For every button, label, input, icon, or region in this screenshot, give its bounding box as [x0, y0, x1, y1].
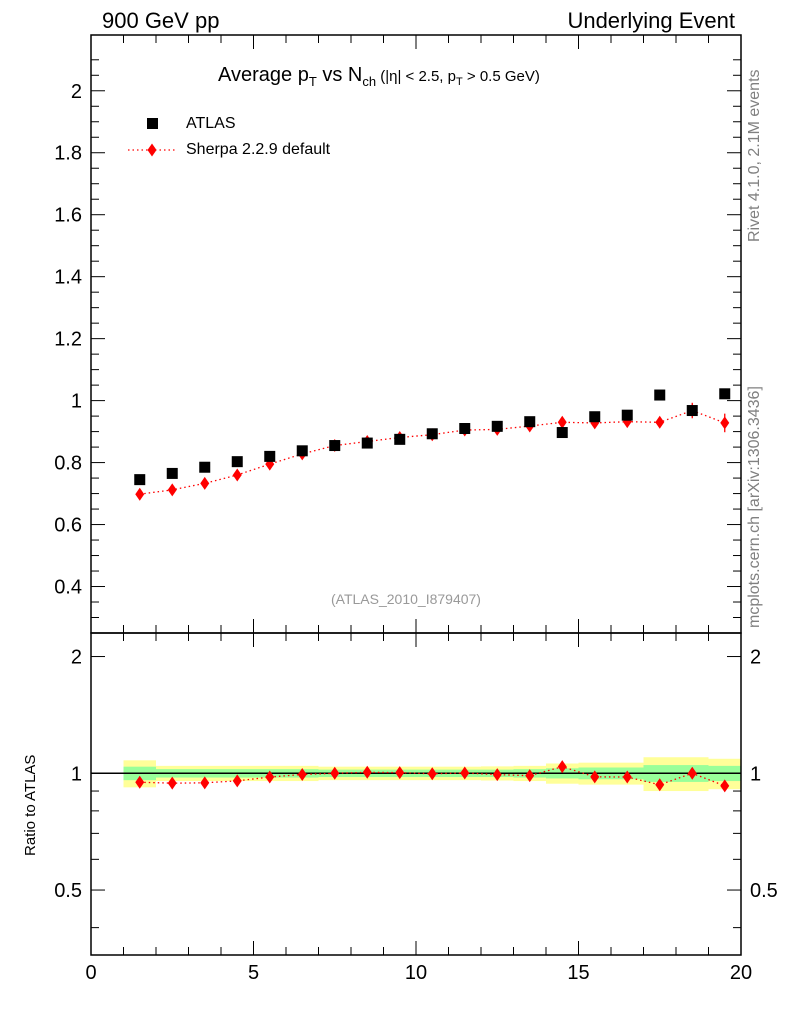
ratio-point	[525, 769, 535, 783]
ratio-point	[427, 767, 437, 781]
ratio-point	[135, 775, 145, 789]
sherpa-point	[167, 483, 177, 497]
atlas-point	[654, 389, 666, 401]
ratio-point	[622, 770, 632, 784]
ratio-point	[395, 766, 405, 780]
ratio-y-tick-label-left: 1	[71, 763, 82, 785]
reference-info: mcplots.cern.ch [arXiv:1306.3436]	[746, 386, 763, 628]
ratio-point	[167, 776, 177, 790]
legend-sherpa-marker	[147, 143, 157, 157]
main-y-tick-label: 2	[71, 81, 82, 103]
ratio-point	[557, 760, 567, 774]
main-y-tick-label: 1.4	[54, 267, 82, 289]
sherpa-point	[232, 468, 242, 482]
ratio-y-tick-label-right: 1	[750, 763, 761, 785]
x-tick-label: 0	[85, 962, 96, 984]
main-y-tick-label: 1	[71, 391, 82, 413]
header-right: Underlying Event	[567, 8, 735, 33]
sherpa-series-markers	[135, 402, 730, 501]
ratio-point	[655, 778, 665, 792]
atlas-point	[426, 428, 438, 440]
main-y-tick-label: 0.6	[54, 515, 82, 537]
title-cuts-b: > 0.5 GeV)	[462, 68, 540, 85]
title-cuts-a: (|η| < 2.5, p	[376, 68, 456, 85]
title-vs: vs N	[316, 64, 363, 86]
legend-sherpa-label: Sherpa 2.2.9 default	[186, 141, 331, 158]
ratio-y-axis-label: Ratio to ATLAS	[22, 754, 39, 856]
main-y-tick-label: 0.8	[54, 453, 82, 475]
ratio-y-axis-ticks	[91, 656, 741, 929]
atlas-point	[491, 420, 503, 432]
atlas-point	[296, 445, 308, 457]
ratio-point	[362, 765, 372, 779]
ratio-y-tick-label-left: 0.5	[54, 880, 82, 902]
atlas-series-markers	[134, 388, 731, 486]
atlas-point	[329, 440, 341, 452]
ratio-point	[200, 776, 210, 790]
atlas-point	[459, 423, 471, 435]
x-tick-label: 10	[405, 962, 427, 984]
ratio-y-tick-label-left: 2	[71, 647, 82, 669]
x-tick-label: 15	[567, 962, 589, 984]
ratio-point	[720, 779, 730, 793]
title-cuts-sub: T	[455, 76, 463, 88]
analysis-watermark: (ATLAS_2010_I879407)	[331, 591, 481, 607]
main-y-tick-label: 0.4	[54, 577, 82, 599]
main-y-tick-label: 1.8	[54, 143, 82, 165]
ratio-point	[590, 770, 600, 784]
atlas-point	[524, 416, 536, 428]
atlas-point	[589, 411, 601, 423]
sherpa-series-line	[139, 409, 725, 495]
main-y-axis-ticks	[91, 59, 741, 619]
plot-title: Average pT vs Nch (|η| < 2.5, pT > 0.5 G…	[218, 64, 540, 89]
atlas-point	[621, 409, 633, 421]
atlas-point	[166, 467, 178, 479]
atlas-point	[199, 461, 211, 473]
title-main: Average p	[218, 64, 309, 86]
ratio-y-tick-label-right: 0.5	[750, 880, 778, 902]
sherpa-point	[655, 415, 665, 429]
title-sub-ch: ch	[362, 74, 377, 89]
title-sub-t: T	[308, 74, 317, 89]
sherpa-point	[200, 476, 210, 490]
header-left: 900 GeV pp	[102, 8, 220, 33]
atlas-point	[231, 456, 243, 468]
legend-atlas-marker	[147, 118, 158, 129]
ratio-point	[265, 770, 275, 784]
main-y-tick-label: 1.6	[54, 205, 82, 227]
ratio-series-markers	[135, 760, 730, 793]
sherpa-point	[720, 416, 730, 430]
x-tick-label: 20	[730, 962, 752, 984]
atlas-point	[556, 427, 568, 439]
sherpa-point	[557, 415, 567, 429]
x-tick-label: 5	[248, 962, 259, 984]
atlas-point	[719, 388, 731, 400]
atlas-point	[361, 437, 373, 449]
main-y-tick-label: 1.2	[54, 329, 82, 351]
ratio-point	[492, 768, 502, 782]
ratio-point	[460, 766, 470, 780]
legend-atlas-label: ATLAS	[186, 115, 236, 132]
sherpa-point	[135, 487, 145, 501]
ratio-point	[232, 774, 242, 788]
x-axis-ticks	[90, 35, 742, 955]
ratio-point	[687, 766, 697, 780]
atlas-point	[394, 433, 406, 445]
ratio-point	[330, 766, 340, 780]
atlas-point	[264, 450, 276, 462]
ratio-y-tick-label-right: 2	[750, 647, 761, 669]
atlas-point	[134, 474, 146, 486]
ratio-panel-frame	[90, 632, 742, 956]
atlas-point	[686, 405, 698, 417]
ratio-point	[297, 767, 307, 781]
rivet-info: Rivet 4.1.0, 2.1M events	[746, 69, 763, 242]
